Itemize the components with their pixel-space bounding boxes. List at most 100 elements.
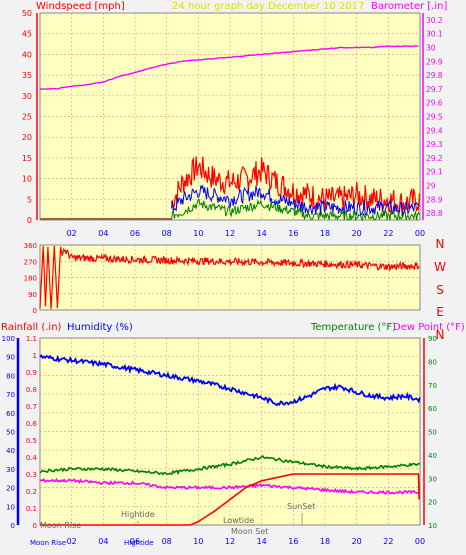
annotation-label: Moon Rise	[40, 521, 81, 530]
x-tick-label: 16	[288, 229, 298, 238]
wind-tick-label: 25	[22, 113, 32, 122]
x-tick-label: 06	[130, 229, 140, 238]
data-marks	[39, 45, 421, 526]
humidity-tick-label: 50	[6, 429, 15, 437]
x-tick-label: 00	[415, 229, 425, 238]
temperature-line	[39, 455, 420, 476]
x-tick-label: 12	[225, 537, 235, 546]
rainfall-tick-label: 0.9	[26, 369, 37, 377]
annotation-label: SunSet	[287, 502, 315, 511]
humidity-tick-label: 80	[6, 372, 15, 380]
barometer-tick-label: 30.2	[426, 16, 443, 25]
barometer-tick-label: 29.6	[426, 99, 443, 108]
graph-title: 24 hour graph day December 10 2017	[172, 1, 364, 12]
hightide-bottom-label: Hightide	[124, 539, 154, 547]
wind-tick-label: 20	[22, 133, 32, 142]
x-tick-label: 10	[193, 229, 203, 238]
x-tick-label: 04	[98, 229, 108, 238]
barometer-tick-label: 29.1	[426, 168, 443, 177]
x-tick-label: 20	[352, 537, 362, 546]
barometer-tick-label: 28.8	[426, 209, 443, 218]
rainfall-tick-label: 0.2	[26, 488, 37, 496]
humidity-tick-label: 90	[6, 354, 15, 362]
rainfall-tick-label: 0.4	[26, 454, 38, 462]
humidity-tick-label: 10	[6, 503, 15, 511]
wind-tick-label: 5	[27, 195, 32, 204]
barometer-tick-label: 29.7	[426, 85, 443, 94]
rainfall-tick-label: 0.1	[26, 505, 37, 513]
temperature-tick-label: 40	[428, 452, 437, 460]
humidity-tick-label: 40	[6, 447, 15, 455]
barometer-line	[39, 45, 419, 90]
wind-tick-label: 0	[27, 216, 32, 225]
wind-series-wind-gust	[170, 156, 420, 216]
x-tick-label: 02	[67, 537, 77, 546]
wind-axis-title: Windspeed [mph]	[36, 1, 125, 12]
direction-tick-label: 180	[24, 275, 37, 283]
barometer-tick-label: 28.9	[426, 195, 443, 204]
direction-compass-label: N	[436, 237, 445, 251]
barometer-tick-label: 29	[426, 182, 436, 191]
direction-tick-label: 90	[28, 291, 37, 299]
x-tick-label: 02	[67, 229, 77, 238]
rainfall-tick-label: 0.5	[26, 437, 37, 445]
rainfall-axis-title: Rainfall (.in)	[1, 322, 62, 333]
x-tick-label: 04	[98, 537, 108, 546]
direction-tick-label: 270	[24, 258, 37, 266]
x-tick-label: 14	[257, 537, 267, 546]
x-tick-label: 10	[193, 537, 203, 546]
rainfall-tick-label: 1.1	[26, 335, 37, 343]
wind-tick-label: 30	[22, 92, 32, 101]
humidity-axis-title: Humidity (%)	[67, 322, 133, 333]
x-tick-label: 18	[320, 537, 330, 546]
x-tick-label: 08	[162, 229, 172, 238]
annotation-label: Lowtide	[223, 516, 254, 525]
direction-compass-label: S	[436, 283, 444, 297]
wind-tick-label: 50	[22, 9, 32, 18]
wind-tick-label: 40	[22, 50, 32, 59]
rainfall-tick-label: 0.6	[26, 420, 38, 428]
humidity-tick-label: 30	[6, 466, 15, 474]
humidity-tick-label: 100	[2, 335, 15, 343]
wind-tick-label: 45	[22, 30, 32, 39]
humidity-tick-label: 70	[6, 391, 15, 399]
x-tick-label: 20	[352, 229, 362, 238]
annotation-label: Moon Set	[231, 527, 268, 536]
barometer-tick-label: 30	[426, 44, 436, 53]
dew-point-line	[39, 477, 421, 495]
direction-compass-label: E	[436, 305, 444, 319]
wind-tick-label: 35	[22, 71, 32, 80]
rainfall-tick-label: 0.7	[26, 403, 37, 411]
rainfall-tick-label: 0.3	[26, 471, 37, 479]
humidity-tick-label: 60	[6, 410, 15, 418]
temperature-tick-label: 10	[428, 522, 437, 530]
barometer-tick-label: 29.2	[426, 154, 443, 163]
temperature-tick-label: 90	[428, 335, 437, 343]
barometer-tick-label: 29.8	[426, 71, 443, 80]
barometer-axis-title: Barometer [.in]	[371, 1, 447, 12]
x-tick-label: 22	[383, 537, 393, 546]
wind-series-wind-avg	[170, 184, 420, 217]
barometer-tick-label: 30.1	[426, 30, 443, 39]
direction-compass-label: W	[434, 260, 446, 274]
barometer-tick-label: 29.4	[426, 126, 443, 135]
wind-direction-line	[39, 245, 420, 310]
wind-tick-label: 15	[22, 154, 32, 163]
x-tick-label: 12	[225, 229, 235, 238]
humidity-line	[39, 354, 421, 407]
wind-tick-label: 10	[22, 175, 32, 184]
temperature-tick-label: 20	[428, 499, 437, 507]
rainfall-line	[40, 473, 420, 526]
temperature-tick-label: 50	[428, 429, 437, 437]
barometer-tick-label: 29.9	[426, 57, 443, 66]
temperature-tick-label: 30	[428, 475, 437, 483]
direction-tick-label: 360	[24, 242, 37, 250]
temperature-tick-label: 60	[428, 405, 437, 413]
x-tick-label: 22	[383, 229, 393, 238]
x-tick-label: 14	[257, 229, 267, 238]
wind-series-wind-low	[170, 197, 420, 222]
moonrise-bottom-label: Moon Rise	[30, 539, 66, 547]
rainfall-tick-label: 1	[33, 352, 37, 360]
barometer-tick-label: 29.5	[426, 113, 443, 122]
